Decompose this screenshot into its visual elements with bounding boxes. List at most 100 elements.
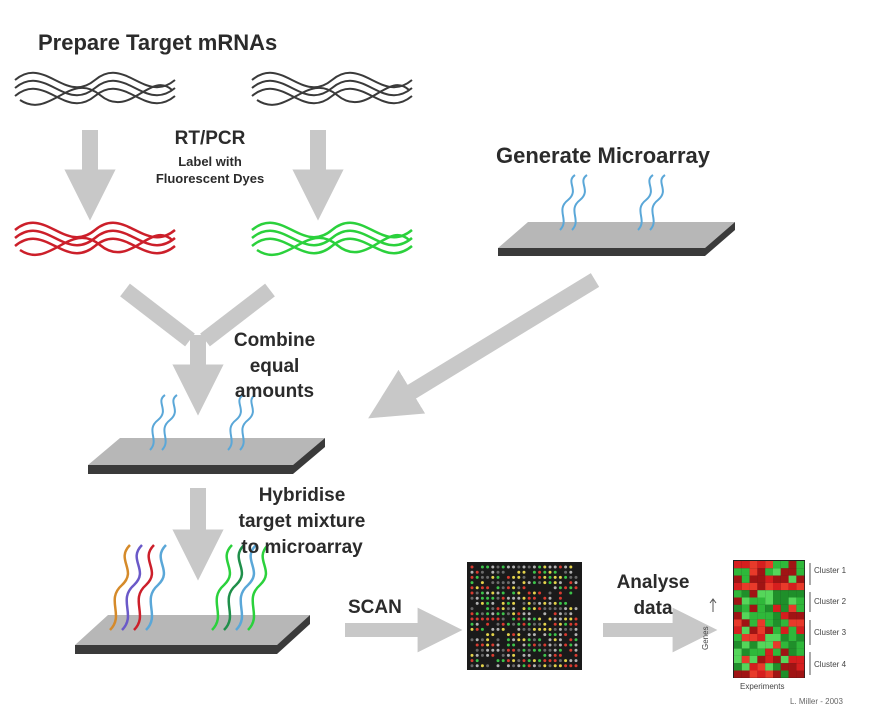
scan-spot [569, 638, 573, 642]
scan-spot [527, 653, 531, 657]
heatmap-cell [757, 561, 766, 569]
heatmap-cell [780, 597, 789, 605]
scan-spot [569, 570, 573, 574]
scan-spot [506, 633, 510, 637]
scan-spot [506, 575, 510, 579]
heatmap-cell [734, 575, 742, 583]
scan-spot [491, 612, 495, 616]
mrna-black-right [251, 71, 413, 106]
heatmap-cell [757, 568, 766, 576]
scan-spot [506, 612, 510, 616]
scan-spot [558, 659, 562, 663]
scan-spot [486, 565, 490, 569]
scan-spot [574, 659, 578, 663]
scan-spot [496, 575, 500, 579]
heatmap-cell [741, 604, 750, 613]
heatmap-cell [749, 663, 758, 671]
scan-spot [532, 570, 536, 574]
heatmap-cell [749, 641, 758, 649]
scan-spot [558, 633, 562, 637]
heatmap-cell [796, 626, 805, 634]
scan-spot [569, 575, 573, 579]
scan-spot [543, 586, 547, 590]
scan-spot [501, 612, 505, 616]
scan-spot [512, 581, 516, 585]
scan-spot [548, 617, 552, 621]
scan-spot [532, 648, 536, 652]
scan-spot [486, 586, 490, 590]
heatmap-cell [734, 626, 742, 634]
scan-spot [532, 664, 536, 668]
scan-spot [496, 596, 500, 600]
heatmap-cell [741, 568, 750, 576]
scan-spot [543, 664, 547, 668]
scan-spot [558, 601, 562, 605]
scan-spot [506, 659, 510, 663]
scan-spot [506, 648, 510, 652]
scan-spot [548, 622, 552, 626]
scan-spot [522, 633, 526, 637]
scan-spot [522, 617, 526, 621]
heatmap-cell [796, 582, 805, 591]
scan-spot [480, 596, 484, 600]
arrow-combine-left [120, 283, 195, 347]
heatmap-cell [796, 663, 805, 671]
heatmap-cell [757, 582, 766, 591]
scan-spot [512, 612, 516, 616]
scan-spot [470, 622, 474, 626]
scan-spot [548, 607, 552, 611]
scan-spot [486, 601, 490, 605]
scan-spot [574, 648, 578, 652]
scan-spot [480, 601, 484, 605]
scan-spot [501, 607, 505, 611]
scan-spot [480, 612, 484, 616]
scan-spot [491, 581, 495, 585]
heatmap-cell [741, 597, 750, 605]
scan-spot [548, 565, 552, 569]
heatmap-cell [749, 655, 758, 664]
scan-spot [491, 607, 495, 611]
scan-spot [569, 581, 573, 585]
scan-spot [480, 575, 484, 579]
heatmap-cell [757, 619, 766, 627]
scan-spot [569, 643, 573, 647]
scan-spot [569, 617, 573, 621]
scan-spot [532, 617, 536, 621]
scan-spot [512, 659, 516, 663]
scan-spot [486, 581, 490, 585]
scan-spot [475, 565, 479, 569]
scan-spot [517, 596, 521, 600]
scan-spot [491, 653, 495, 657]
heatmap-cell [741, 663, 750, 671]
scan-spot [527, 601, 531, 605]
scan-spot [558, 627, 562, 631]
scan-spot [574, 638, 578, 642]
scan-spot [475, 570, 479, 574]
scan-spot [527, 617, 531, 621]
heatmap-cell [757, 655, 766, 664]
heatmap-cell [749, 597, 758, 605]
scan-spot [574, 581, 578, 585]
scan-spot [532, 607, 536, 611]
scan-spot [543, 596, 547, 600]
scan-spot [548, 653, 552, 657]
scan-spot [569, 622, 573, 626]
heatmap-cell [796, 575, 805, 583]
scan-spot [517, 575, 521, 579]
heatmap-cell [780, 619, 789, 627]
heatmap-cell [741, 575, 750, 583]
heatmap-cell [780, 670, 789, 678]
scan-spot [574, 607, 578, 611]
scan-spot [532, 653, 536, 657]
scan-spot [543, 659, 547, 663]
scan-spot [480, 591, 484, 595]
scan-spot [512, 617, 516, 621]
scan-spot [569, 601, 573, 605]
heatmap-cell [757, 634, 766, 642]
scan-spot [496, 622, 500, 626]
scan-spot [553, 664, 557, 668]
heatmap-cell [788, 670, 797, 678]
scan-spot [496, 601, 500, 605]
scan-spot [475, 612, 479, 616]
scan-spot [538, 596, 542, 600]
